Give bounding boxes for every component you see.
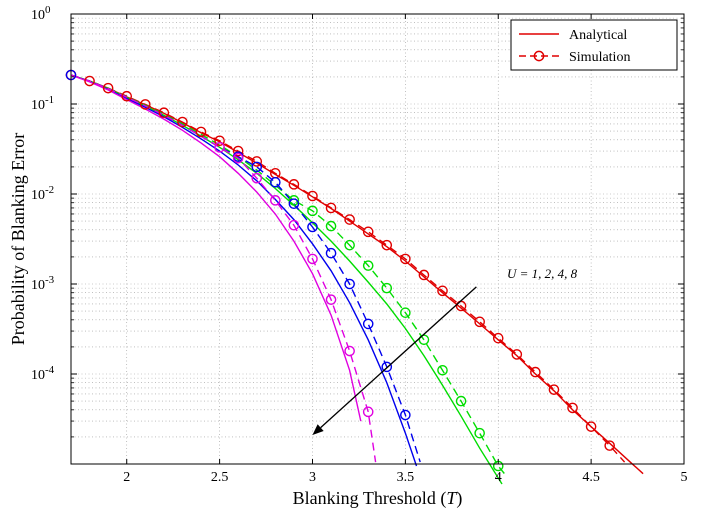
series-2-marker: [381, 282, 393, 294]
series-1-marker: [232, 145, 244, 157]
series-2-analytical-line: [70, 74, 503, 485]
y-tick-label: 10-3: [31, 274, 55, 293]
series-1-marker: [604, 440, 615, 451]
series-1-marker: [307, 190, 318, 202]
series-2-simulation-line: [70, 74, 507, 476]
series-1-marker: [102, 82, 114, 94]
series-4-analytical-line: [70, 74, 362, 422]
series-4-marker: [344, 345, 355, 357]
series-3-marker: [400, 409, 411, 421]
x-tick-label: 3.5: [397, 470, 415, 485]
series-4-marker: [307, 253, 318, 265]
y-tick-label: 10-4: [31, 364, 55, 383]
series-1-marker: [325, 202, 337, 214]
series-1-marker: [84, 75, 95, 87]
series-3-marker: [288, 198, 300, 210]
series-3-marker: [270, 176, 281, 188]
series-1-marker: [381, 239, 393, 251]
series-1-marker: [214, 135, 225, 147]
series-1-marker: [158, 107, 170, 119]
series-2-marker: [474, 427, 485, 439]
series-3-analytical-line: [70, 74, 418, 467]
y-tick-label: 100: [31, 4, 51, 23]
annotation: U = 1, 2, 4, 8: [312, 266, 578, 436]
x-tick-label: 5: [681, 470, 688, 485]
series-2-marker: [362, 260, 374, 271]
marker-layer: [65, 69, 615, 472]
series-4-simulation-line: [70, 74, 377, 463]
legend-box: [510, 19, 678, 71]
y-axis-label: Probability of Blanking Error: [8, 133, 28, 345]
y-tick-label: 10-2: [31, 184, 54, 203]
series-3-marker: [325, 247, 337, 259]
series-3-marker: [251, 161, 263, 173]
x-axis-label: Blanking Threshold (T): [293, 488, 463, 509]
x-tick-label: 4.5: [582, 470, 600, 485]
series-1-marker: [251, 156, 263, 167]
legend-label-analytical: Analytical: [569, 28, 627, 43]
series-1-marker: [288, 179, 300, 190]
series-1-marker: [548, 384, 560, 395]
series-2-marker: [344, 239, 355, 251]
series-2-marker: [437, 364, 448, 376]
grid: [71, 14, 684, 464]
series-4-marker: [214, 142, 225, 153]
series-1-marker: [177, 116, 188, 128]
series-3-marker: [307, 221, 318, 233]
series-3-simulation-line: [70, 74, 421, 463]
x-tick-label: 2: [123, 470, 130, 485]
series-1-marker: [437, 285, 448, 297]
series-3-marker: [381, 361, 393, 373]
series-2-marker: [307, 205, 318, 217]
series-1-marker: [530, 366, 541, 378]
series-1-marker: [474, 316, 485, 328]
annotation-arrow: [320, 286, 477, 429]
series-3-marker: [344, 278, 355, 290]
series-1-marker: [121, 90, 133, 102]
x-tick-label: 3: [309, 470, 316, 485]
series-1-marker: [511, 349, 523, 360]
series-4-marker: [251, 172, 263, 184]
series-2-marker: [325, 220, 337, 232]
series-1-marker: [585, 421, 597, 432]
series-4-marker: [270, 195, 281, 206]
series-2-marker: [288, 195, 300, 206]
legend-label-simulation: Simulation: [569, 50, 630, 65]
annotation-text: U = 1, 2, 4, 8: [507, 266, 578, 281]
series-4-marker: [325, 294, 337, 305]
series-1-marker: [344, 214, 355, 225]
series-2-marker: [400, 307, 411, 318]
y-tick-label: 10-1: [31, 94, 54, 113]
annotation-arrowhead: [312, 424, 324, 436]
series-4-marker: [232, 152, 244, 164]
series-2-marker: [418, 334, 430, 346]
series-2-marker: [455, 395, 467, 407]
series-1-marker: [400, 253, 411, 265]
series-1-marker: [362, 226, 374, 238]
series-1-marker: [418, 269, 430, 281]
plot-frame: [70, 13, 685, 465]
legend: Analytical Simulation: [510, 19, 678, 71]
x-tick-label: 2.5: [211, 470, 229, 485]
series-1-marker: [567, 402, 578, 414]
series-3-marker: [362, 318, 374, 330]
x-tick-label: 4: [495, 470, 502, 485]
series-4-marker: [362, 406, 374, 418]
series-1-marker: [492, 332, 504, 344]
series-1-marker: [140, 99, 151, 110]
series-4-marker: [288, 219, 300, 231]
series-1-marker: [195, 126, 207, 138]
legend-marker-simulation: [533, 50, 545, 62]
series-1-simulation-line: [70, 74, 626, 463]
